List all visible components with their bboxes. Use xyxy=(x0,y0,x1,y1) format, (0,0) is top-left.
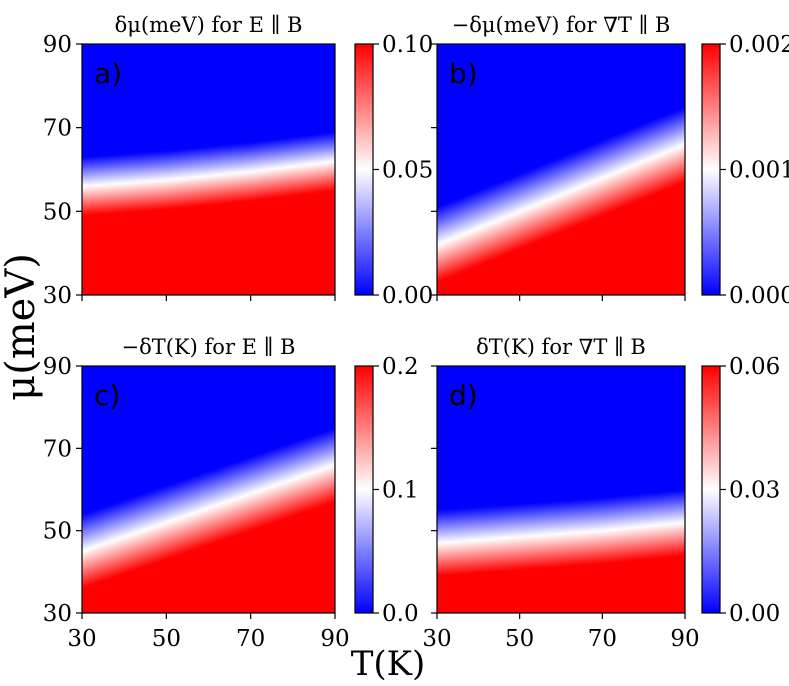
panel-c-xtick-label: 50 xyxy=(152,626,181,652)
y-axis-label: μ(meV) xyxy=(0,253,44,401)
panel-b-colorbar-tick-label: 0.000 xyxy=(729,283,789,309)
panel-c: −δT(K) for E ∥ Bc) 30 50 70 90 30 50 70 90 0.0 0.1… xyxy=(43,335,419,652)
panel-c-colorbar-tick-label: 0.2 xyxy=(382,354,419,380)
panel-a-ytick-label: 50 xyxy=(43,199,72,225)
panel-d-colorbar-tick-label: 0.03 xyxy=(729,478,780,504)
panel-a-ytick-label: 30 xyxy=(43,283,72,309)
panel-b-colorbar-tick-label: 0.002 xyxy=(729,32,789,58)
panel-a-colorbar xyxy=(355,44,373,295)
panel-d-letter: d) xyxy=(449,379,478,412)
panel-c-colorbar xyxy=(355,366,373,613)
panels-group: δμ(meV) for E ∥ Ba)305070900.000.050.10−… xyxy=(43,13,789,652)
panel-c-ytick-label: 50 xyxy=(43,519,72,545)
panel-c-xtick-label: 30 xyxy=(67,626,96,652)
panel-b-frame xyxy=(436,43,686,296)
panel-d-colorbar-tick-label: 0.00 xyxy=(729,601,780,627)
panel-a-ytick-label: 90 xyxy=(43,32,72,58)
panel-d-heatmap xyxy=(437,366,685,613)
panel-c-title: −δT(K) for E ∥ B xyxy=(122,335,296,359)
panel-d-xtick-label: 70 xyxy=(588,626,617,652)
panel-c-ytick-label: 90 xyxy=(43,354,72,380)
panel-c-xtick-label: 70 xyxy=(236,626,265,652)
panel-b-heatmap xyxy=(437,44,685,295)
panel-c-xtick-label: 90 xyxy=(320,626,349,652)
panel-d-xtick-label: 50 xyxy=(505,626,534,652)
panel-d-xtick-label: 90 xyxy=(670,626,699,652)
panel-d-colorbar-tick-label: 0.06 xyxy=(729,354,780,380)
panel-c-colorbar-tick-label: 0.1 xyxy=(382,478,419,504)
panel-a-colorbar-tick-label: 0.10 xyxy=(382,32,433,58)
panel-a-heatmap xyxy=(82,44,335,295)
panel-d: δT(K) for ∇T ∥ B d) 30 50 70 90 0.00 0.03 0.06 xyxy=(422,335,780,652)
panel-d-colorbar xyxy=(702,366,720,613)
panel-c-ytick-label: 70 xyxy=(43,436,72,462)
panel-c-ytick-label: 30 xyxy=(43,601,72,627)
panel-c-frame xyxy=(81,365,336,614)
panel-b-letter: b) xyxy=(449,57,478,90)
panel-d-xtick-label: 30 xyxy=(422,626,451,652)
panel-a-ytick-label: 70 xyxy=(43,116,72,142)
panel-a-title: δμ(meV) for E ∥ B xyxy=(115,13,303,37)
x-axis-label: T(K) xyxy=(351,644,426,684)
panel-a-colorbar-tick-label: 0.00 xyxy=(382,283,433,309)
panel-d-title: δT(K) for ∇T ∥ B xyxy=(476,335,646,359)
panel-b: −δμ(meV) for ∇T ∥ B b) 0.000 0.001 0.002 xyxy=(431,13,789,309)
panel-d-frame xyxy=(436,365,686,614)
panel-c-letter: c) xyxy=(94,379,120,412)
panel-a-frame xyxy=(81,43,336,296)
panel-c-heatmap xyxy=(82,366,335,613)
panel-b-colorbar-tick-label: 0.001 xyxy=(729,158,789,184)
panel-a-colorbar-tick-label: 0.05 xyxy=(382,158,433,184)
panel-b-title: −δμ(meV) for ∇T ∥ B xyxy=(452,13,671,37)
panel-c-colorbar-tick-label: 0.0 xyxy=(382,601,419,627)
panel-a-letter: a) xyxy=(94,57,122,90)
panel-b-colorbar xyxy=(702,44,720,295)
panel-a: δμ(meV) for E ∥ B a) 30 50 70 90 0.00 0.05 0.10 xyxy=(43,13,434,309)
